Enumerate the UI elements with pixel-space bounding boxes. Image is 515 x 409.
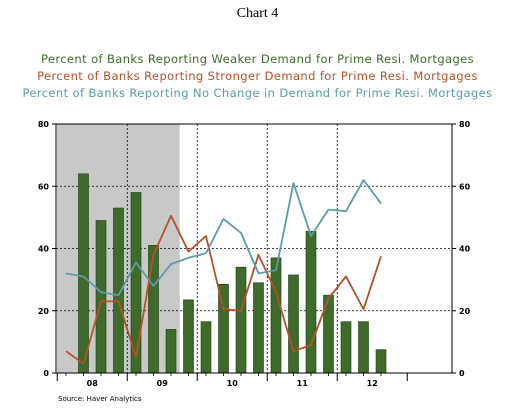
y-tick-label-left: 80 [38,120,50,129]
x-tick-label: 12 [367,379,378,388]
bar-weaker [358,321,369,374]
legend-no-change: Percent of Banks Reporting No Change in … [22,86,493,100]
y-tick-label-left: 20 [38,307,50,316]
x-tick-label: 08 [87,379,99,388]
bar-weaker [148,245,159,374]
bar-weaker [375,349,387,374]
bar-weaker [340,321,352,374]
line-stronger [65,214,382,365]
bar-weaker [288,274,299,374]
y-tick-label-right: 40 [459,245,471,254]
x-tick-label: 10 [227,379,239,388]
bar-weaker [183,299,194,374]
y-tick-label-left: 60 [38,182,50,191]
y-tick-label-left: 40 [38,245,50,254]
bar-weaker [95,220,107,374]
bar-weaker [270,257,282,374]
x-tick-label: 09 [157,379,169,388]
y-tick-label-left: 0 [43,369,49,378]
legend-weaker: Percent of Banks Reporting Weaker Demand… [40,52,475,66]
y-tick-label-right: 20 [459,307,471,316]
bar-weaker [253,282,264,374]
bar-weaker [200,321,212,374]
x-tick-label: 11 [297,379,309,388]
source-note: Source: Haver Analytics [58,395,142,403]
bar-weaker [78,173,89,374]
y-tick-label-right: 60 [459,182,471,191]
chart-number: Chart 4 [236,6,279,21]
y-tick-label-right: 80 [459,120,471,129]
bar-weaker [305,231,317,374]
y-tick-label-right: 0 [459,369,465,378]
bar-weaker [165,329,177,374]
line-no-change [65,179,382,297]
legend-stronger: Percent of Banks Reporting Stronger Dema… [37,69,478,83]
bar-weaker [235,266,247,374]
